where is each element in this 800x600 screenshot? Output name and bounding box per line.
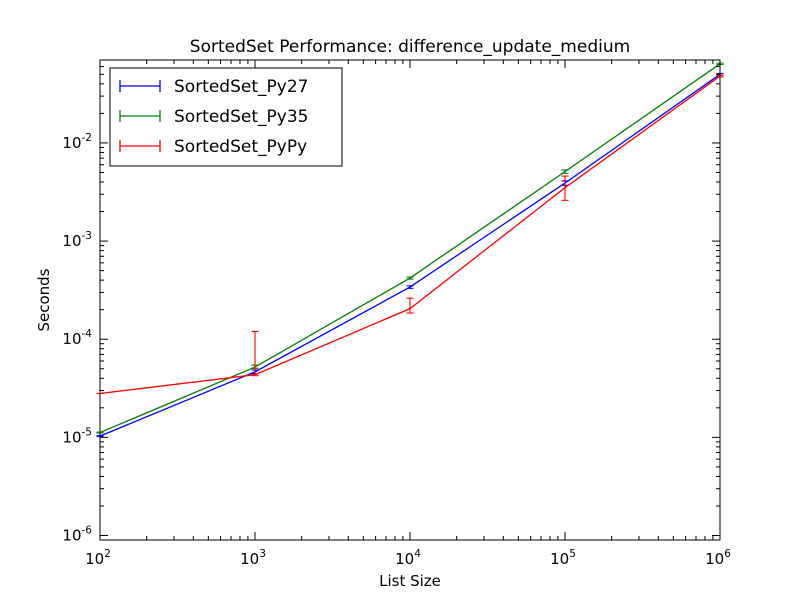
legend-entry: SortedSet_PyPy	[119, 137, 307, 157]
x-axis-ticks: 102 103 104 105 106	[85, 60, 731, 568]
y-tick-label: 10-6	[62, 525, 92, 545]
legend-label: SortedSet_Py27	[174, 77, 308, 97]
x-tick-label: 106	[705, 548, 731, 568]
legend-label: SortedSet_PyPy	[174, 137, 307, 157]
y-axis-ticks: 10-6 10-5 10-4 10-3 10-2	[62, 59, 720, 545]
x-axis-label: List Size	[379, 572, 441, 590]
x-tick-label: 103	[240, 548, 266, 568]
legend: SortedSet_Py27 SortedSet_Py35 SortedSet_Py…	[109, 67, 343, 167]
series-layer	[96, 62, 724, 438]
legend-label: SortedSet_Py35	[174, 107, 308, 127]
y-tick-label: 10-2	[62, 132, 92, 152]
x-tick-label: 104	[395, 548, 421, 568]
error-bar	[406, 276, 414, 280]
x-tick-label: 102	[85, 548, 111, 568]
legend-entry: SortedSet_Py35	[119, 107, 308, 127]
error-bar	[561, 169, 569, 174]
y-tick-label: 10-4	[62, 328, 92, 348]
y-tick-label: 10-3	[62, 230, 92, 250]
legend-frame	[109, 67, 343, 167]
x-tick-label: 105	[550, 548, 576, 568]
y-tick-label: 10-5	[62, 426, 92, 446]
error-bar	[406, 297, 414, 314]
error-bar	[406, 285, 414, 289]
error-bar	[561, 175, 569, 201]
chart-title: SortedSet Performance: difference_update…	[190, 37, 630, 57]
y-axis-label: Seconds	[35, 268, 53, 331]
legend-entry: SortedSet_Py27	[119, 77, 308, 97]
error-bar	[251, 330, 259, 377]
